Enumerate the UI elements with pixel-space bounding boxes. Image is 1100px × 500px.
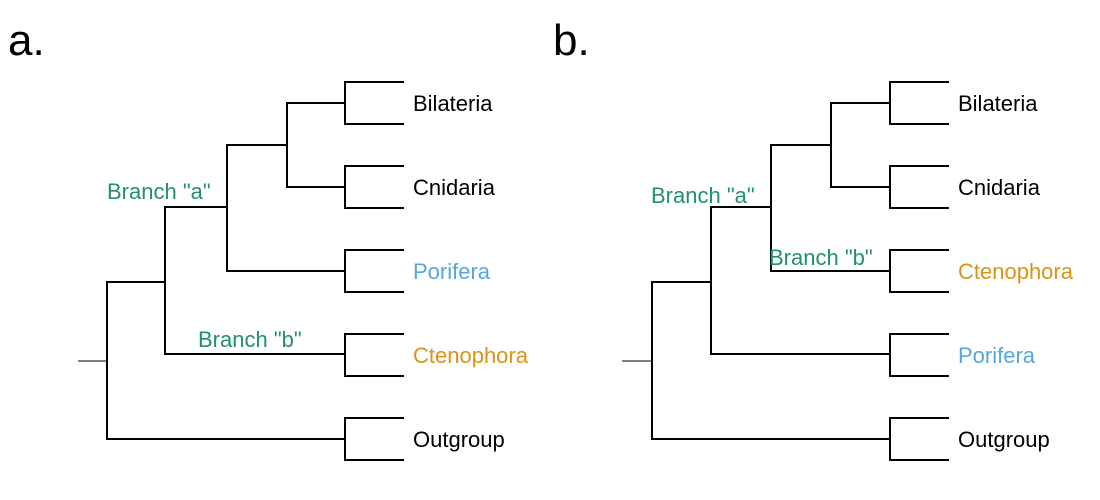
terminal-fork	[889, 333, 949, 377]
taxon-label-porifera: Porifera	[958, 343, 1036, 368]
terminal-fork	[344, 249, 404, 293]
terminal-fork	[344, 165, 404, 209]
terminal-fork	[889, 81, 949, 125]
taxon-label-cnidaria: Cnidaria	[413, 175, 496, 200]
panel-b-label: b.	[553, 16, 590, 65]
panel-b-branch-labels: Branch "a" Branch "b"	[651, 183, 873, 270]
panel-b: b. Bilate	[553, 16, 1074, 461]
taxon-label-bilateria: Bilateria	[413, 91, 493, 116]
terminal-fork	[344, 333, 404, 377]
terminal-fork	[889, 249, 949, 293]
taxon-label-outgroup: Outgroup	[958, 427, 1050, 452]
terminal-fork	[344, 417, 404, 461]
terminal-fork	[889, 165, 949, 209]
panel-b-tree	[622, 81, 949, 461]
taxon-label-outgroup: Outgroup	[413, 427, 505, 452]
taxon-label-porifera: Porifera	[413, 259, 491, 284]
branch-a-label: Branch "a"	[651, 183, 755, 208]
taxon-label-bilateria: Bilateria	[958, 91, 1038, 116]
taxon-label-cnidaria: Cnidaria	[958, 175, 1041, 200]
panel-a-label: a.	[8, 16, 45, 65]
branch-b-label: Branch "b"	[769, 245, 873, 270]
panel-b-taxa: Bilateria Cnidaria Ctenophora Porifera O…	[958, 91, 1074, 452]
terminal-fork	[344, 81, 404, 125]
taxon-label-ctenophora: Ctenophora	[958, 259, 1074, 284]
taxon-label-ctenophora: Ctenophora	[413, 343, 529, 368]
branch-b-label: Branch "b"	[198, 327, 302, 352]
branch-a-label: Branch "a"	[107, 179, 211, 204]
panel-a-tree	[78, 81, 404, 461]
panel-a: a. Bilate	[8, 16, 529, 461]
panel-a-taxa: Bilateria Cnidaria Porifera Ctenophora O…	[413, 91, 529, 452]
terminal-fork	[889, 417, 949, 461]
panel-a-branch-labels: Branch "a" Branch "b"	[107, 179, 302, 352]
